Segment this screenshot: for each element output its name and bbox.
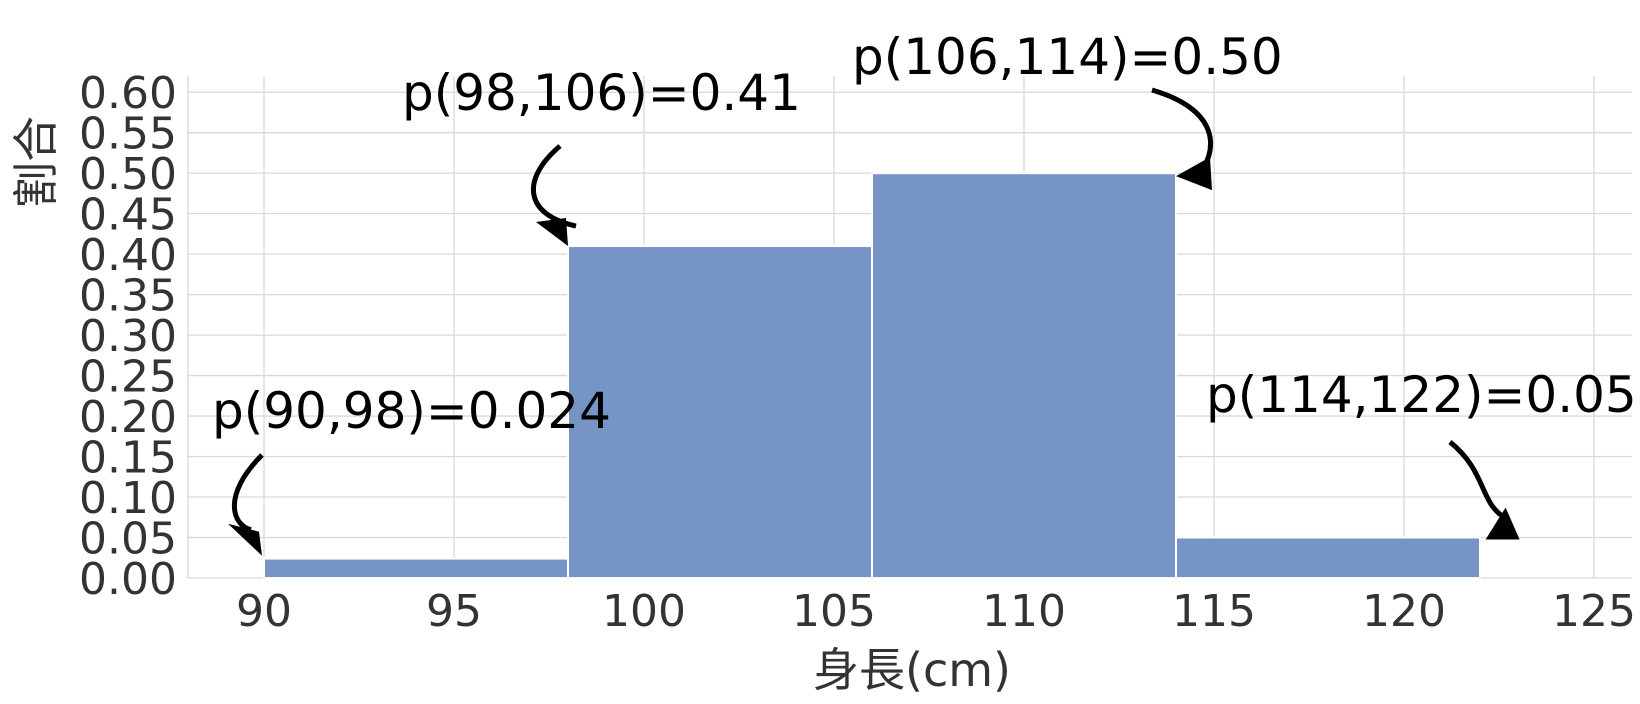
histogram-bar xyxy=(263,557,569,580)
y-tick-label: 0.45 xyxy=(79,190,177,241)
annotation-label: p(98,106)=0.41 xyxy=(402,64,801,122)
x-tick-label: 110 xyxy=(982,586,1066,637)
arrowhead-icon xyxy=(1485,507,1520,540)
annotation-label: p(90,98)=0.024 xyxy=(212,382,611,440)
x-tick-label: 125 xyxy=(1552,586,1636,637)
x-axis-label: 身長(cm) xyxy=(813,643,1011,697)
arrowhead-icon xyxy=(536,218,568,247)
annotation-arrow xyxy=(1448,440,1504,518)
x-tick-label: 100 xyxy=(602,586,686,637)
y-tick-label: 0.40 xyxy=(79,230,177,281)
arrowhead-icon xyxy=(228,523,262,556)
x-tick-label: 90 xyxy=(236,586,292,637)
histogram-bar xyxy=(871,172,1177,579)
annotation-label: p(106,114)=0.50 xyxy=(852,28,1283,86)
x-tick-label: 105 xyxy=(792,586,876,637)
x-tick-label: 115 xyxy=(1172,586,1256,637)
annotation-label: p(114,122)=0.05 xyxy=(1206,366,1637,424)
y-tick-labels: 0.000.050.100.150.200.250.300.350.400.45… xyxy=(79,68,177,605)
y-tick-label: 0.10 xyxy=(79,473,177,524)
y-tick-label: 0.50 xyxy=(79,149,177,200)
x-tick-label: 120 xyxy=(1362,586,1446,637)
histogram-bar xyxy=(1175,536,1481,579)
y-tick-label: 0.35 xyxy=(79,271,177,322)
y-tick-label: 0.15 xyxy=(79,433,177,484)
histogram-bar xyxy=(567,245,873,579)
y-tick-label: 0.30 xyxy=(79,311,177,362)
y-tick-label: 0.25 xyxy=(79,352,177,403)
y-axis-label: 割合 xyxy=(9,116,63,208)
y-tick-label: 0.05 xyxy=(79,514,177,565)
y-tick-label: 0.00 xyxy=(79,554,177,605)
arrowhead-icon xyxy=(1176,157,1212,191)
bar-layer xyxy=(263,172,1481,580)
x-tick-label: 95 xyxy=(426,586,482,637)
annotation-arrow xyxy=(232,453,264,533)
x-tick-labels: 90 95 100 105 110 115 120 125 xyxy=(236,586,1636,637)
y-tick-label: 0.55 xyxy=(79,109,177,160)
y-tick-label: 0.60 xyxy=(79,68,177,119)
y-tick-label: 0.20 xyxy=(79,392,177,443)
annotations: p(90,98)=0.024 p(98,106)=0.41 p(106,114)=0… xyxy=(212,28,1637,556)
